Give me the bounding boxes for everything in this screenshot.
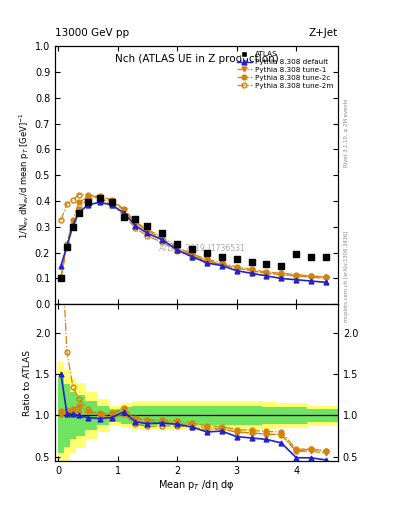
Point (278, 262, 285, 270)
Text: 13000 GeV pp: 13000 GeV pp (55, 28, 129, 38)
Point (58, 274, 64, 283)
Point (248, 258, 255, 266)
Point (64, 243, 70, 251)
X-axis label: Mean p$_{T}$ /dη dφ: Mean p$_{T}$ /dη dφ (158, 478, 235, 493)
Point (76, 208, 82, 217)
Point (132, 215, 139, 223)
Point (97, 195, 103, 203)
Point (308, 252, 314, 261)
Y-axis label: 1/N$_{ev}$ dN$_{ev}$/d mean p$_{T}$ [GeV]$^{-1}$: 1/N$_{ev}$ dN$_{ev}$/d mean p$_{T}$ [GeV… (18, 112, 32, 239)
Point (293, 250, 299, 258)
Text: Z+Jet: Z+Jet (309, 28, 338, 38)
Point (189, 245, 195, 253)
Text: Rivet 3.1.10, ≥ 2M events: Rivet 3.1.10, ≥ 2M events (344, 99, 349, 167)
Legend: ATLAS, Pythia 8.308 default, Pythia 8.308 tune-1, Pythia 8.308 tune-2c, Pythia 8: ATLAS, Pythia 8.308 default, Pythia 8.30… (234, 48, 336, 92)
Point (84, 198, 91, 206)
Point (323, 252, 329, 261)
Point (233, 255, 240, 263)
Point (144, 222, 151, 230)
Point (219, 252, 225, 261)
Text: ATLAS_2019_I1736531: ATLAS_2019_I1736531 (159, 243, 246, 252)
Text: mcplots.cern.ch [arXiv:1306.3436]: mcplots.cern.ch [arXiv:1306.3436] (344, 231, 349, 322)
Point (159, 229, 165, 238)
Point (263, 260, 270, 268)
Y-axis label: Ratio to ATLAS: Ratio to ATLAS (23, 350, 32, 416)
Point (204, 248, 210, 257)
Point (108, 198, 115, 206)
Point (70, 223, 76, 231)
Point (174, 240, 180, 248)
Point (120, 212, 127, 221)
Text: Nch (ATLAS UE in Z production): Nch (ATLAS UE in Z production) (115, 54, 278, 64)
